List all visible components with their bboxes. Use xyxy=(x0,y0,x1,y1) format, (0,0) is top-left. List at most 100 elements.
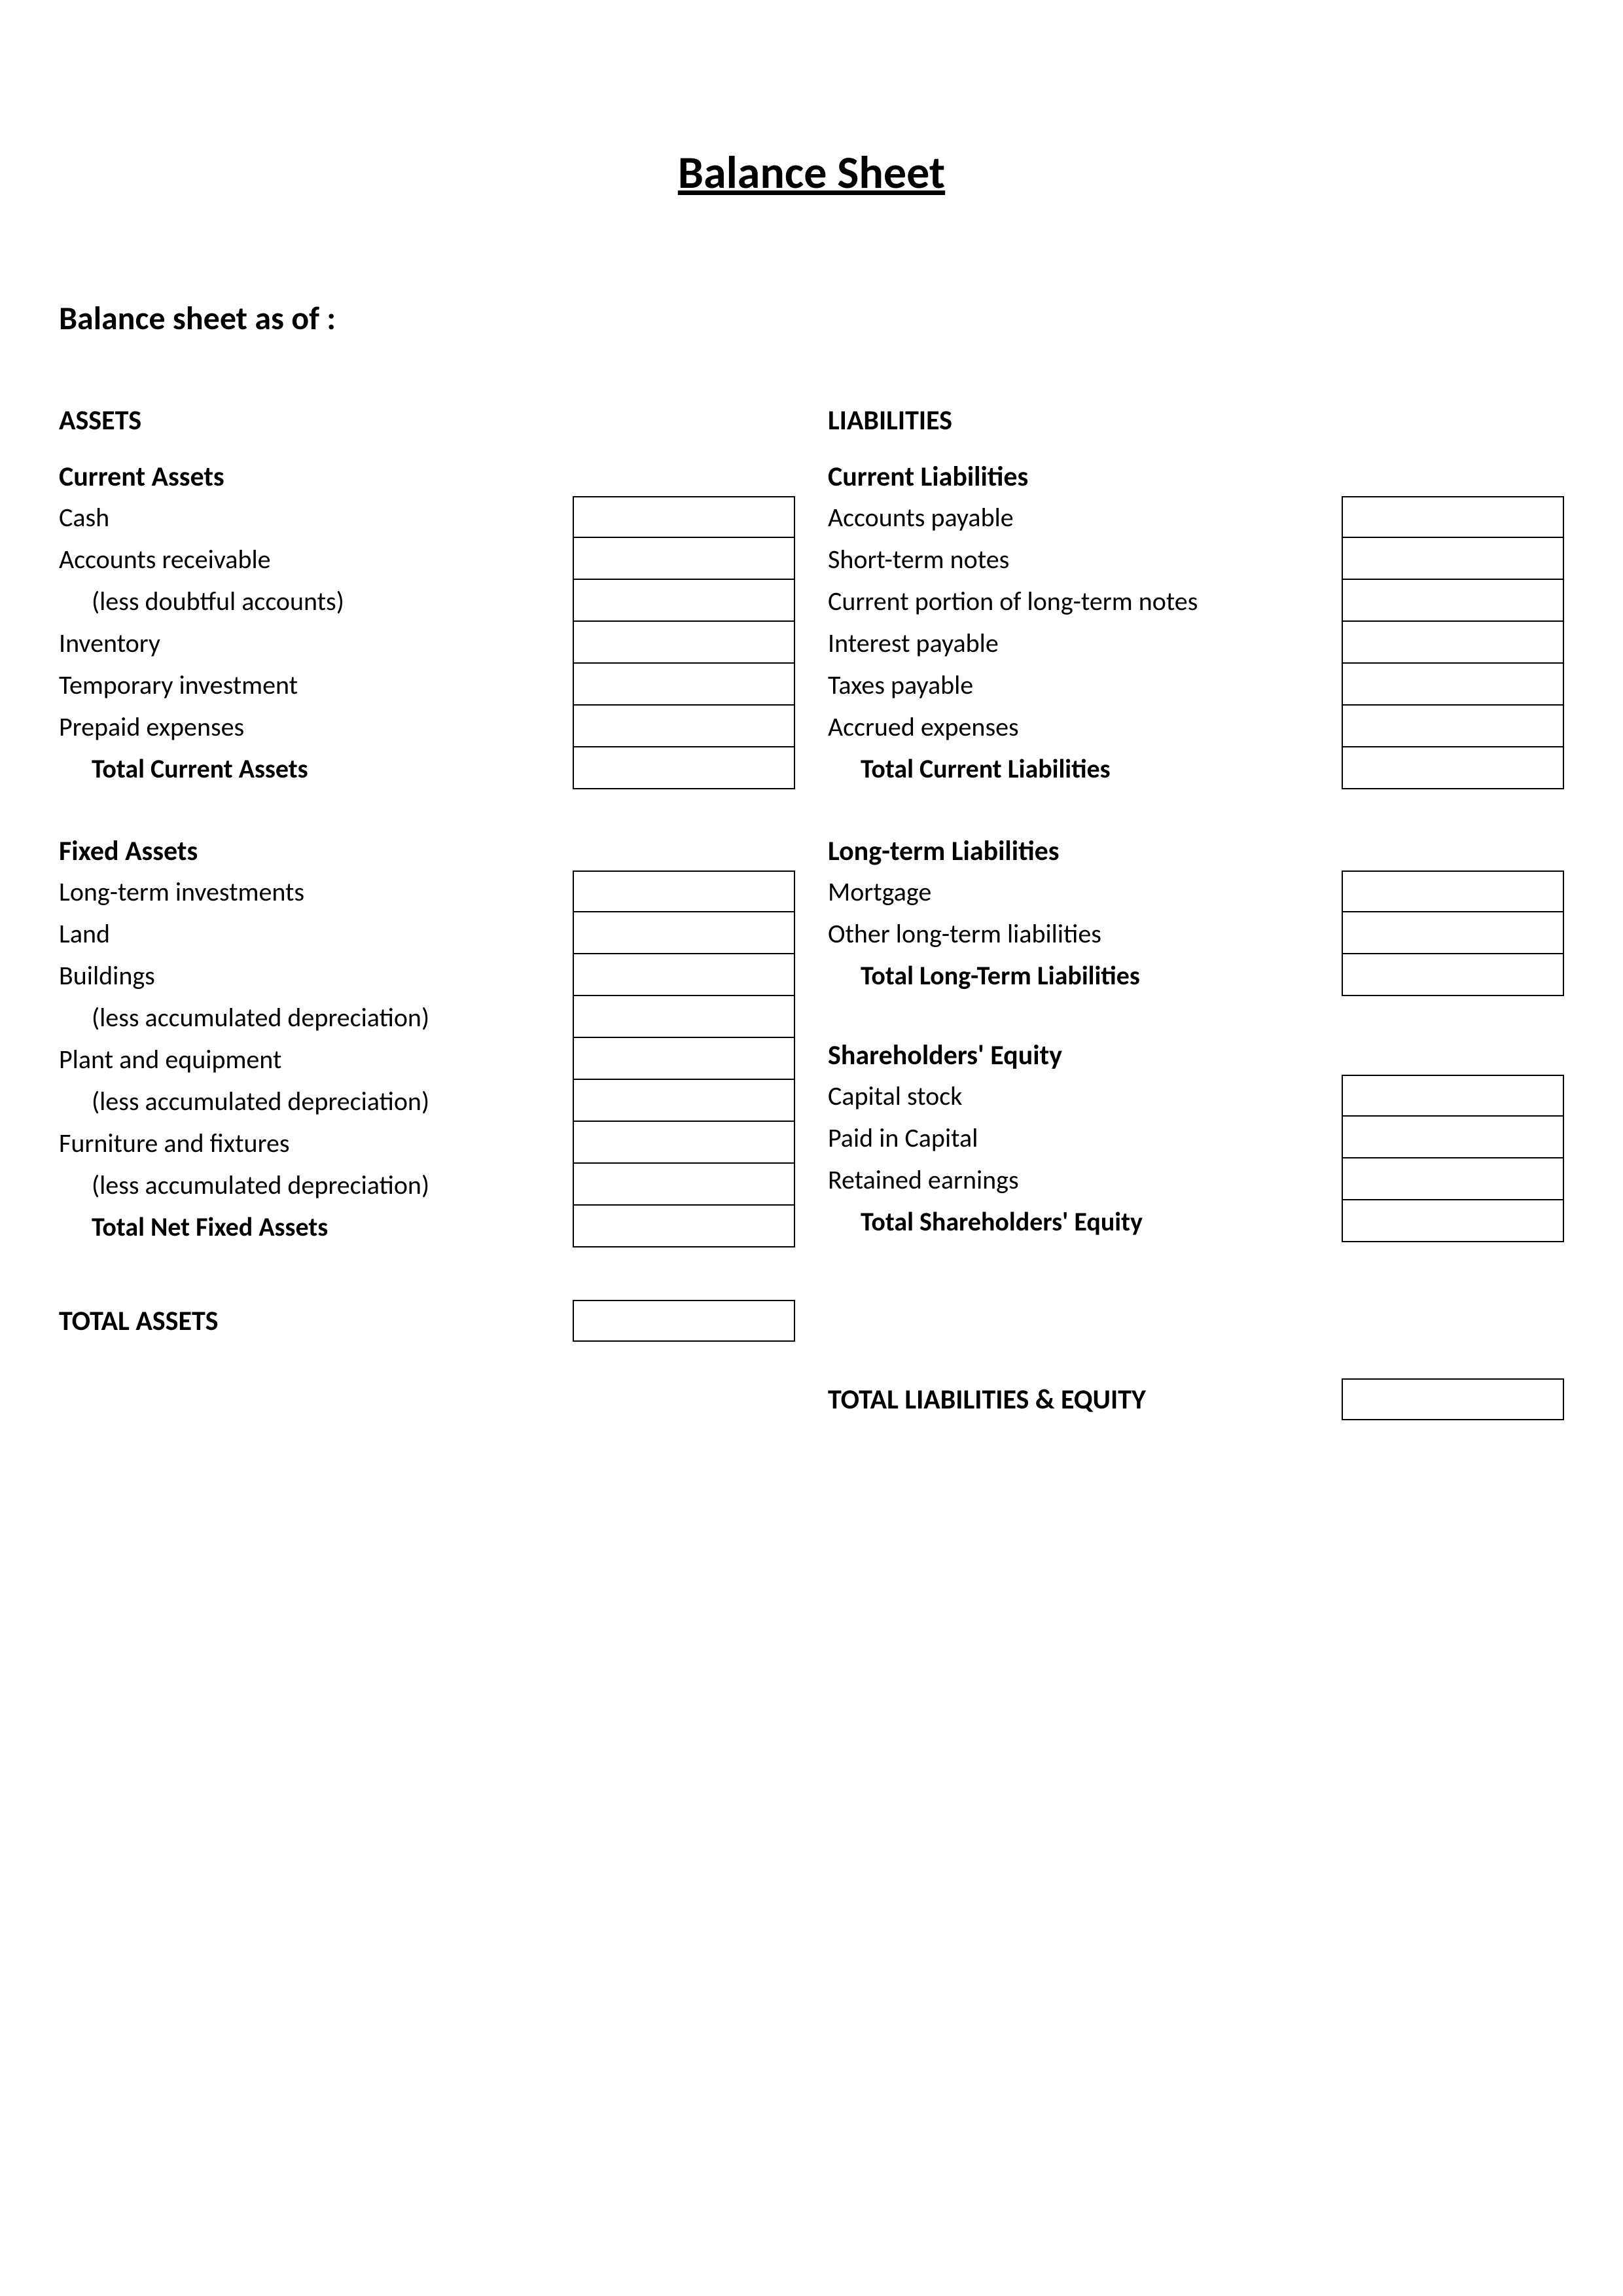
asset-input-cell[interactable] xyxy=(573,706,795,747)
asset-input-cell[interactable] xyxy=(573,580,795,622)
asset-label: Temporary investment xyxy=(59,664,573,706)
asset-total-cell[interactable] xyxy=(573,1206,795,1247)
liability-label: Accrued expenses xyxy=(828,706,1342,747)
total-assets-cell[interactable] xyxy=(573,1300,795,1342)
liability-label: Interest payable xyxy=(828,622,1342,664)
fixed-assets-heading: Fixed Assets xyxy=(59,831,795,870)
asset-input-cell[interactable] xyxy=(573,1038,795,1080)
liability-label: Taxes payable xyxy=(828,664,1342,706)
asset-label: (less doubtful accounts) xyxy=(59,580,573,622)
asset-total-row: Total Current Assets xyxy=(59,747,795,789)
liability-label: Accounts payable xyxy=(828,496,1342,538)
columns-container: ASSETS Current Assets Cash Accounts rece… xyxy=(59,404,1564,1420)
asset-label: Prepaid expenses xyxy=(59,706,573,747)
liability-label: Other long-term liabilities xyxy=(828,912,1342,954)
asset-input-cell[interactable] xyxy=(573,1164,795,1206)
asset-input-cell[interactable] xyxy=(573,1080,795,1122)
asset-input-cell[interactable] xyxy=(573,996,795,1038)
current-assets-heading: Current Assets xyxy=(59,457,795,496)
asset-input-cell[interactable] xyxy=(573,496,795,538)
asset-label: Furniture and fixtures xyxy=(59,1122,573,1164)
equity-row: Retained earnings xyxy=(828,1158,1564,1200)
page-title: Balance Sheet xyxy=(59,144,1564,200)
liability-input-cell[interactable] xyxy=(1342,580,1564,622)
asset-row: Accounts receivable xyxy=(59,538,795,580)
equity-label: Capital stock xyxy=(828,1075,1342,1117)
total-assets-label: TOTAL ASSETS xyxy=(59,1300,573,1342)
asset-input-cell[interactable] xyxy=(573,622,795,664)
equity-input-cell[interactable] xyxy=(1342,1158,1564,1200)
total-liabilities-equity-label: TOTAL LIABILITIES & EQUITY xyxy=(828,1378,1342,1420)
asset-row: Furniture and fixtures xyxy=(59,1122,795,1164)
asset-row: (less accumulated depreciation) xyxy=(59,1164,795,1206)
longterm-liabilities-heading: Long-term Liabilities xyxy=(828,831,1564,870)
asset-input-cell[interactable] xyxy=(573,1122,795,1164)
liability-row: Other long-term liabilities xyxy=(828,912,1564,954)
equity-label: Paid in Capital xyxy=(828,1117,1342,1158)
asset-label: (less accumulated depreciation) xyxy=(59,1164,573,1206)
liability-input-cell[interactable] xyxy=(1342,538,1564,580)
asset-input-cell[interactable] xyxy=(573,912,795,954)
liability-input-cell[interactable] xyxy=(1342,870,1564,912)
spacer-row xyxy=(828,1284,1564,1326)
liability-label: Current portion of long-term notes xyxy=(828,580,1342,622)
equity-row: Capital stock xyxy=(828,1075,1564,1117)
equity-input-cell[interactable] xyxy=(1342,1075,1564,1117)
as-of-label: Balance sheet as of : xyxy=(59,298,1564,338)
equity-input-cell[interactable] xyxy=(1342,1117,1564,1158)
asset-row: Inventory xyxy=(59,622,795,664)
asset-input-cell[interactable] xyxy=(573,664,795,706)
balance-sheet-page: Balance Sheet Balance sheet as of : ASSE… xyxy=(0,0,1623,2296)
asset-input-cell[interactable] xyxy=(573,954,795,996)
current-assets-total-label: Total Current Assets xyxy=(59,747,573,789)
liability-row: Taxes payable xyxy=(828,664,1564,706)
asset-row: (less accumulated depreciation) xyxy=(59,996,795,1038)
liability-input-cell[interactable] xyxy=(1342,496,1564,538)
liability-input-cell[interactable] xyxy=(1342,912,1564,954)
liability-input-cell[interactable] xyxy=(1342,664,1564,706)
asset-label: Cash xyxy=(59,496,573,538)
current-liabilities-total-label: Total Current Liabilities xyxy=(828,747,1342,789)
assets-heading: ASSETS xyxy=(59,404,795,437)
equity-total-row: Total Shareholders' Equity xyxy=(828,1200,1564,1242)
liability-total-cell[interactable] xyxy=(1342,747,1564,789)
liability-row: Accrued expenses xyxy=(828,706,1564,747)
fixed-assets-total-label: Total Net Fixed Assets xyxy=(59,1206,573,1247)
liability-total-row: Total Long-Term Liabilities xyxy=(828,954,1564,996)
spacer-row xyxy=(828,1242,1564,1284)
section-gap xyxy=(828,789,1564,831)
asset-total-cell[interactable] xyxy=(573,747,795,789)
asset-label: Accounts receivable xyxy=(59,538,573,580)
section-gap xyxy=(828,996,1564,1035)
asset-label: Buildings xyxy=(59,954,573,996)
liability-row: Current portion of long-term notes xyxy=(828,580,1564,622)
asset-input-cell[interactable] xyxy=(573,538,795,580)
total-assets-row: TOTAL ASSETS xyxy=(59,1300,795,1342)
liability-total-cell[interactable] xyxy=(1342,954,1564,996)
liability-input-cell[interactable] xyxy=(1342,706,1564,747)
asset-label: Inventory xyxy=(59,622,573,664)
asset-row: Buildings xyxy=(59,954,795,996)
asset-row: Plant and equipment xyxy=(59,1038,795,1080)
liability-total-row: Total Current Liabilities xyxy=(828,747,1564,789)
asset-row: Land xyxy=(59,912,795,954)
current-liabilities-heading: Current Liabilities xyxy=(828,457,1564,496)
asset-row: Long-term investments xyxy=(59,870,795,912)
liabilities-column: LIABILITIES Current Liabilities Accounts… xyxy=(828,404,1564,1420)
equity-total-cell[interactable] xyxy=(1342,1200,1564,1242)
asset-label: Land xyxy=(59,912,573,954)
asset-input-cell[interactable] xyxy=(573,870,795,912)
equity-total-label: Total Shareholders' Equity xyxy=(828,1200,1342,1242)
equity-heading: Shareholders' Equity xyxy=(828,1035,1564,1075)
asset-label: (less accumulated depreciation) xyxy=(59,996,573,1038)
asset-row: Prepaid expenses xyxy=(59,706,795,747)
liability-row: Accounts payable xyxy=(828,496,1564,538)
liability-label: Short-term notes xyxy=(828,538,1342,580)
total-liabilities-equity-row: TOTAL LIABILITIES & EQUITY xyxy=(828,1378,1564,1420)
total-liabilities-equity-cell[interactable] xyxy=(1342,1378,1564,1420)
asset-row: Temporary investment xyxy=(59,664,795,706)
section-gap xyxy=(59,789,795,831)
liability-input-cell[interactable] xyxy=(1342,622,1564,664)
liability-label: Mortgage xyxy=(828,870,1342,912)
equity-label: Retained earnings xyxy=(828,1158,1342,1200)
